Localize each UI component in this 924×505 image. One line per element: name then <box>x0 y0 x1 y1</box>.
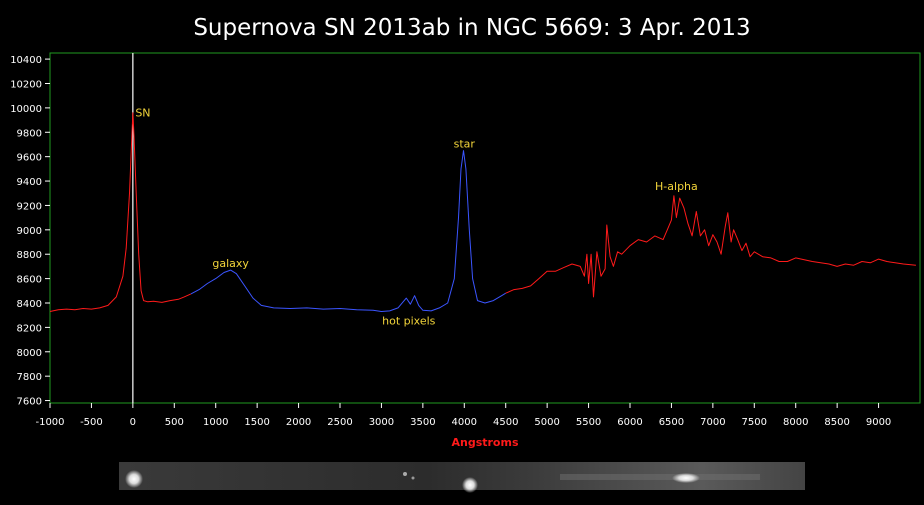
annotation-label: SN <box>135 106 150 119</box>
x-tick-label: 4000 <box>452 417 477 428</box>
x-tick-label: 2500 <box>327 417 352 428</box>
annotation-label: H-alpha <box>655 180 698 193</box>
x-tick-label: 7000 <box>700 417 725 428</box>
x-tick-label: -1000 <box>35 417 64 428</box>
x-tick-label: -500 <box>80 417 103 428</box>
x-tick-label: 8500 <box>824 417 849 428</box>
y-tick-label: 9200 <box>17 201 42 212</box>
x-tick-label: 5000 <box>534 417 559 428</box>
plot-area <box>49 52 921 404</box>
plot-frame <box>49 52 921 404</box>
series-line-1 <box>49 112 192 312</box>
y-tick-label: 10200 <box>10 79 42 90</box>
y-tick-label: 8000 <box>17 348 42 359</box>
y-tick-label: 7800 <box>17 372 42 383</box>
x-tick-label: 6500 <box>659 417 684 428</box>
x-axis-label: Angstroms <box>451 436 518 449</box>
x-tick-label: 1000 <box>203 417 228 428</box>
x-tick-label: 9000 <box>866 417 891 428</box>
y-tick-label: 10400 <box>10 55 42 66</box>
x-tick-label: 8000 <box>783 417 808 428</box>
x-tick-label: 4500 <box>493 417 518 428</box>
x-tick-label: 7500 <box>742 417 767 428</box>
y-tick-label: 9800 <box>17 128 42 139</box>
series-line-2 <box>190 150 506 312</box>
x-tick-label: 5500 <box>576 417 601 428</box>
x-tick-label: 0 <box>130 417 136 428</box>
y-axis: 7600 7800 8000 8200 8400 8600 8800 9000 9200 9400… <box>10 55 50 408</box>
y-tick-label: 8200 <box>17 323 42 334</box>
y-tick-label: 9600 <box>17 153 42 164</box>
chart-title: Supernova SN 2013ab in NGC 5669: 3 Apr. … <box>193 15 750 41</box>
y-tick-label: 7600 <box>17 397 42 408</box>
y-tick-label: 8400 <box>17 299 42 310</box>
annotation-label: galaxy <box>212 257 249 270</box>
x-tick-label: 6000 <box>617 417 642 428</box>
x-tick-label: 1500 <box>244 417 269 428</box>
x-tick-label: 3000 <box>369 417 394 428</box>
x-tick-label: 3500 <box>410 417 435 428</box>
y-tick-label: 8800 <box>17 250 42 261</box>
x-axis: -1000 -500 0 500 1000 1500 2000 2500 3000 3500 400… <box>35 403 891 428</box>
x-tick-label: 2000 <box>286 417 311 428</box>
y-tick-label: 8600 <box>17 275 42 286</box>
series-line-3 <box>505 195 916 298</box>
y-tick-label: 9400 <box>17 177 42 188</box>
y-tick-label: 9000 <box>17 226 42 237</box>
annotations: SN galaxy star hot pixels H-alpha <box>135 106 697 327</box>
x-tick-label: 500 <box>165 417 184 428</box>
y-tick-label: 10000 <box>10 104 42 115</box>
spectrum-strip-image <box>119 462 805 493</box>
annotation-label: star <box>454 138 476 151</box>
annotation-label: hot pixels <box>382 314 436 327</box>
